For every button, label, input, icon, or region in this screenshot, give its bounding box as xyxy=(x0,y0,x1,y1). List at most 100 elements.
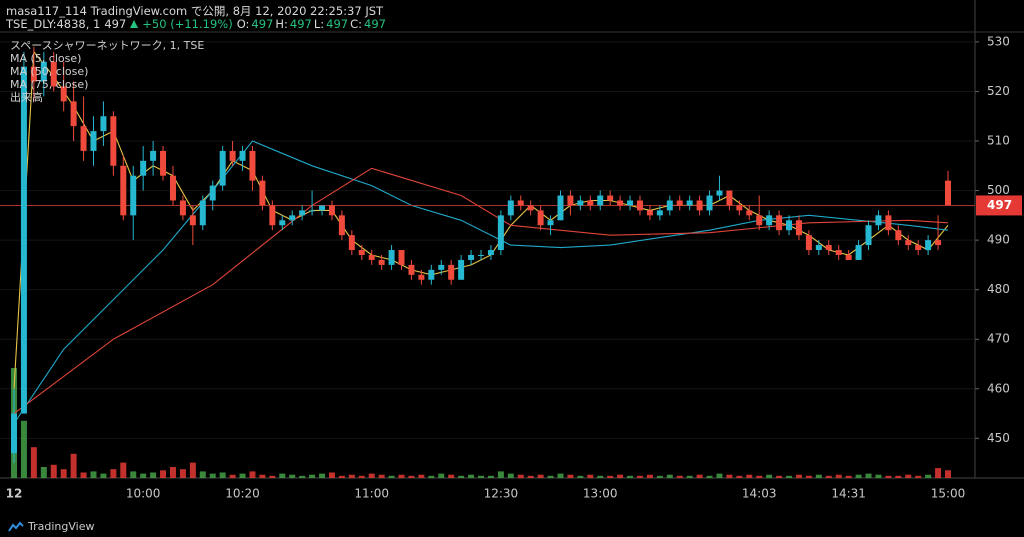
candle-body xyxy=(577,200,584,206)
change: +50 (+11.19%) xyxy=(142,17,233,31)
x-tick-label: 10:00 xyxy=(126,487,161,501)
volume-bar xyxy=(746,474,753,478)
candle-body xyxy=(865,225,872,246)
legend-title: スペースシャワーネットワーク, 1, TSE xyxy=(10,39,205,52)
header-title: masa117_114 TradingView.com で公開, 8月 12, … xyxy=(6,4,384,18)
candle-body xyxy=(130,175,137,216)
candle-body xyxy=(249,150,256,181)
ohlc-value: 497 xyxy=(289,17,312,31)
brand-logo xyxy=(8,521,24,532)
volume-bar xyxy=(249,471,256,478)
candle-body xyxy=(905,240,912,246)
header-quote-row: TSE_DLY:4838, 1 497 +50 (+11.19%) O: 497 H… xyxy=(6,17,386,31)
volume-bar xyxy=(736,475,743,478)
brand: TradingView xyxy=(8,520,94,533)
candle-body xyxy=(636,200,643,211)
candle-body xyxy=(80,126,87,151)
candle-body xyxy=(388,250,395,265)
candle-body xyxy=(736,205,743,211)
ohlc-label: O: xyxy=(236,17,250,31)
candle-body xyxy=(935,240,942,246)
legend-entry: MA (75, close) xyxy=(10,78,89,91)
volume-bar xyxy=(756,475,763,478)
volume-bar xyxy=(418,474,425,478)
candle-body xyxy=(646,210,653,216)
brand-name: TradingView xyxy=(28,520,95,533)
candle-body xyxy=(557,195,564,221)
candle-body xyxy=(547,220,554,226)
volume-bar xyxy=(696,474,703,478)
candle-body xyxy=(418,274,425,280)
volume-bar xyxy=(378,474,385,478)
y-tick-label: 450 xyxy=(987,431,1010,445)
volume-bar xyxy=(925,474,932,478)
up-arrow xyxy=(130,20,139,28)
candle-body xyxy=(438,264,445,270)
volume-bar xyxy=(805,475,812,478)
volume-bar xyxy=(636,475,643,478)
volume-bar xyxy=(855,474,862,478)
candle-body xyxy=(945,180,951,206)
volume-bar xyxy=(438,473,445,478)
volume-bar xyxy=(865,473,872,478)
x-tick-label: 12:30 xyxy=(484,487,519,501)
candle-body xyxy=(90,131,97,151)
candle-body xyxy=(50,61,57,87)
candle-body xyxy=(458,259,465,280)
candle-body xyxy=(100,116,107,132)
volume-bar xyxy=(607,475,614,478)
volume-bar xyxy=(537,474,544,478)
volume-bar xyxy=(527,475,534,478)
volume-bar xyxy=(468,474,475,478)
y-tick-label: 510 xyxy=(987,134,1010,148)
volume-bar xyxy=(945,470,951,478)
candle-body xyxy=(189,215,196,226)
candle-body xyxy=(478,254,484,256)
volume-bar xyxy=(577,475,584,478)
candle-body xyxy=(209,185,216,201)
candle-body xyxy=(925,240,932,251)
volume-bar xyxy=(835,474,842,478)
candle-body xyxy=(169,175,176,201)
ohlc-value: 497 xyxy=(326,17,349,31)
volume-bar xyxy=(915,475,922,478)
candle-body xyxy=(219,150,226,186)
candle-body xyxy=(497,215,504,251)
volume-bar xyxy=(428,475,435,478)
x-tick-label: 13:00 xyxy=(583,487,618,501)
candle-body xyxy=(378,259,385,265)
volume-bar xyxy=(40,467,47,478)
volume-bar xyxy=(776,475,783,478)
volume-bar xyxy=(875,474,882,478)
candle-body xyxy=(607,195,614,201)
volume-bar xyxy=(617,474,624,478)
candle-body xyxy=(20,66,27,414)
volume-bar xyxy=(130,471,137,478)
x-tick-label: 12 xyxy=(6,487,23,501)
volume-bar xyxy=(358,475,365,478)
volume-bar xyxy=(50,464,57,478)
volume-bar xyxy=(328,472,335,478)
last-price-tag xyxy=(976,195,1022,216)
volume-bar xyxy=(239,473,246,478)
volume-bar xyxy=(30,447,37,478)
candle-body xyxy=(448,264,455,280)
ohlc-label: H: xyxy=(275,17,288,31)
volume-bar xyxy=(408,475,415,478)
candle-body xyxy=(40,61,47,82)
candle-body xyxy=(30,66,37,82)
volume-bar xyxy=(388,475,395,478)
candle-body xyxy=(507,200,514,216)
candle-body xyxy=(855,245,862,260)
header-title-row: masa117_114 TradingView.com で公開, 8月 12, … xyxy=(6,3,383,19)
volume-bar xyxy=(517,474,524,478)
candle-body xyxy=(408,264,415,275)
x-tick-label: 15:00 xyxy=(931,487,966,501)
candle-body xyxy=(358,250,365,255)
volume-bar xyxy=(289,474,296,478)
x-tick-label: 14:03 xyxy=(742,487,777,501)
candle-body xyxy=(567,195,574,206)
candle-body xyxy=(259,180,266,206)
candle-body xyxy=(716,190,723,196)
candle-body xyxy=(348,235,355,251)
